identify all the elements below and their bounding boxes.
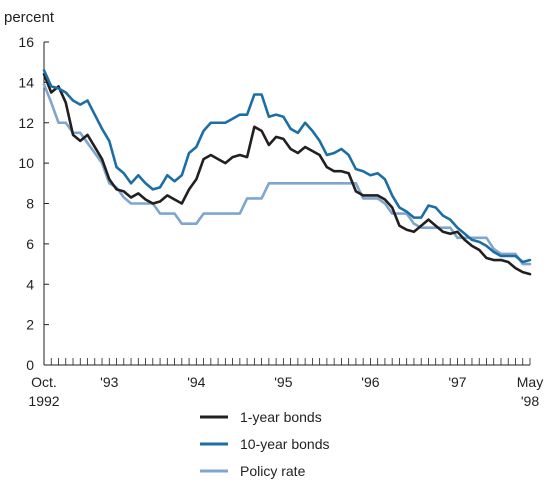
y-tick-label: 6: [26, 236, 34, 252]
y-tick-label: 4: [26, 276, 34, 292]
series-line-1-year-bonds: [42, 73, 532, 276]
legend-label: 10-year bonds: [240, 436, 330, 452]
series-line-10-year-bonds: [42, 68, 532, 264]
series-line-policy-rate: [42, 83, 532, 266]
x-tick-label: '97: [448, 374, 466, 390]
x-tick-label: May: [517, 374, 543, 390]
x-tick-label: 1992: [28, 393, 59, 409]
y-tick-label: 12: [18, 115, 34, 131]
x-tick-label: '95: [274, 374, 292, 390]
series-lines: [42, 68, 532, 276]
x-tick-label: '93: [100, 374, 118, 390]
y-tick-label: 0: [26, 357, 34, 373]
y-tick-label: 2: [26, 317, 34, 333]
y-axis-title: percent: [4, 9, 55, 26]
x-axis: Oct. 1992 '93 '94 '95 '96 '97 May '98: [28, 358, 543, 409]
x-tick-label: '98: [521, 393, 539, 409]
legend-label: 1-year bonds: [240, 409, 322, 425]
y-tick-label: 10: [18, 155, 34, 171]
legend-label: Policy rate: [240, 463, 306, 479]
x-tick-label: Oct.: [31, 374, 57, 390]
y-tick-label: 16: [18, 34, 34, 50]
y-tick-label: 8: [26, 196, 34, 212]
x-tick-label: '94: [187, 374, 205, 390]
x-tick-label: '96: [361, 374, 379, 390]
chart-legend: 1-year bonds 10-year bonds Policy rate: [200, 409, 330, 479]
y-axis-ticks: 0 2 4 6 8 10 12 14 16: [18, 34, 49, 373]
y-tick-label: 14: [18, 74, 34, 90]
